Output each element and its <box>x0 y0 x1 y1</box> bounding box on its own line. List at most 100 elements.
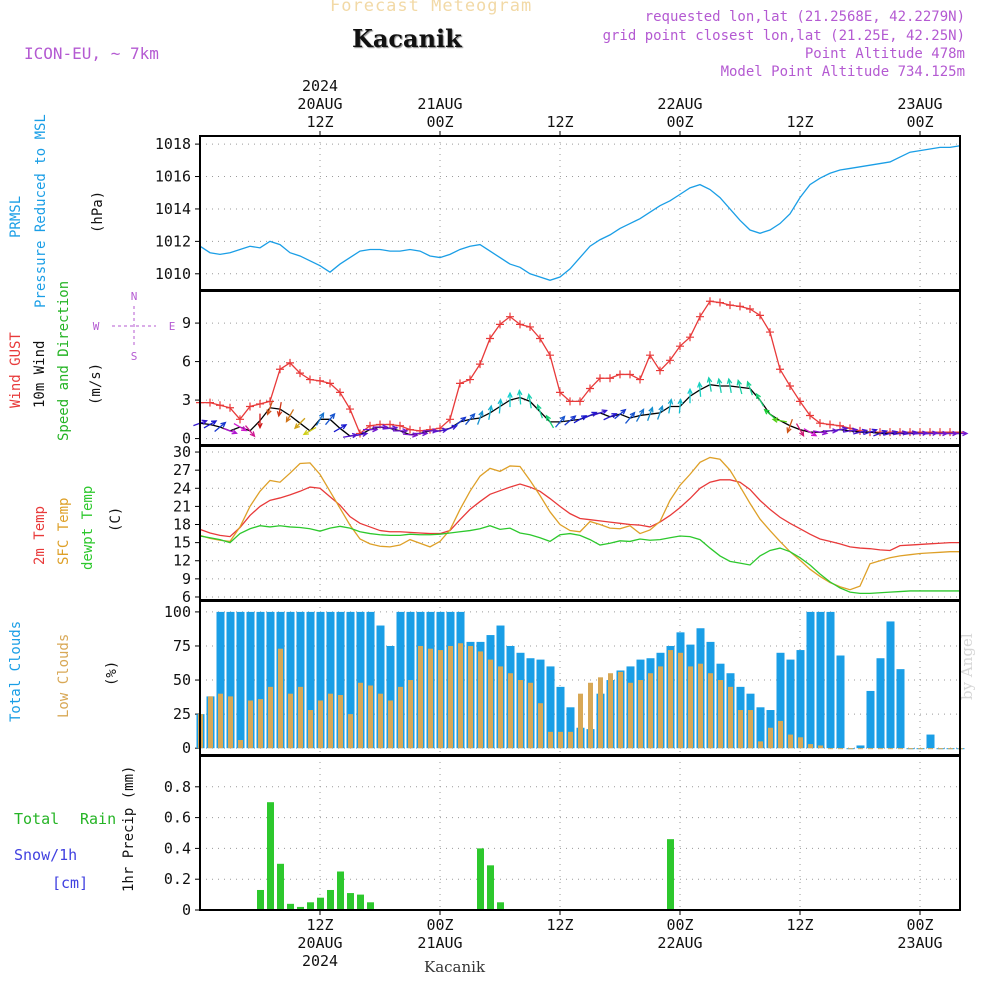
bar <box>297 906 304 910</box>
gust-marker <box>756 311 764 320</box>
wind-arrow <box>726 377 733 393</box>
ytick-label: 100 <box>164 603 191 621</box>
gust-marker <box>616 370 624 379</box>
bar <box>878 748 883 750</box>
wind-arrow <box>593 409 608 416</box>
wind-arrow-shaft <box>214 422 226 433</box>
wind-arrow-head <box>771 417 779 423</box>
wind-arrow-shaft <box>764 409 776 420</box>
gust-marker <box>736 302 744 311</box>
wind-arrow <box>687 387 693 404</box>
bar <box>366 611 375 749</box>
info-line-requested: requested lon,lat (21.2568E, 42.2279N) <box>644 9 965 25</box>
wind-arrow <box>526 393 533 409</box>
wind-arrow-shaft <box>812 430 828 435</box>
time-label-top: 20AUG <box>297 95 342 113</box>
bar <box>386 645 395 749</box>
bar <box>307 902 314 910</box>
wind-arrow <box>603 413 618 421</box>
bar <box>728 686 733 749</box>
gust-marker <box>276 365 284 374</box>
bar <box>748 710 753 749</box>
wind-arrow <box>842 427 859 434</box>
gust-marker <box>776 365 784 374</box>
wind-arrow-head <box>318 411 325 419</box>
bar <box>288 693 293 749</box>
gust-marker <box>236 415 244 424</box>
bar <box>238 740 243 749</box>
ytick-label: 21 <box>173 497 191 515</box>
wind-arrow <box>555 415 566 428</box>
bar <box>668 650 673 749</box>
gust-marker <box>526 322 534 331</box>
wind-arrow <box>853 428 869 435</box>
time-label-top: 12Z <box>786 113 813 131</box>
gust-marker <box>676 342 684 351</box>
gust-marker <box>446 415 454 424</box>
wind-arrow <box>413 430 429 437</box>
gust-marker <box>206 398 214 407</box>
wind-arrow-head <box>276 410 283 418</box>
compass-west: W <box>93 320 100 333</box>
ytick-label: 1014 <box>155 200 191 218</box>
wind-arrow <box>863 428 878 436</box>
wind-arrow <box>545 414 555 429</box>
bar <box>788 734 793 749</box>
wind-arrow-shaft <box>718 378 722 393</box>
bar <box>216 611 225 749</box>
bar <box>667 839 674 910</box>
bar <box>828 748 833 750</box>
gust-marker <box>396 421 404 430</box>
ytick-label: 0 <box>182 430 191 448</box>
bar <box>546 666 555 749</box>
wind-arrow <box>786 418 794 434</box>
bar <box>776 652 785 749</box>
bar <box>357 894 364 910</box>
bar <box>356 611 365 749</box>
bar <box>886 621 895 749</box>
gust-marker <box>246 402 254 411</box>
wind-arrow-head <box>249 431 256 438</box>
panel-frame <box>199 290 961 446</box>
wind-arrow-shaft <box>863 429 877 436</box>
wind-arrow <box>635 408 645 422</box>
gust-marker <box>746 304 754 313</box>
wind-arrow-shaft <box>545 415 555 429</box>
wind-arrow <box>443 424 458 432</box>
gust-marker <box>646 351 654 360</box>
bar <box>566 707 575 749</box>
wind-arrow <box>487 404 494 420</box>
wind-arrow-shaft <box>233 422 247 432</box>
ytick-label: 75 <box>173 637 191 655</box>
bar <box>378 693 383 749</box>
gust-marker <box>516 320 524 329</box>
wind-arrow-head <box>687 387 693 395</box>
bar <box>658 666 663 749</box>
time-label-bottom: 21AUG <box>417 934 462 952</box>
bar <box>458 643 463 749</box>
panel-frame <box>199 445 961 601</box>
wind-arrow-shaft <box>488 405 492 420</box>
wind-arrow-head <box>536 403 542 411</box>
gust-marker <box>326 379 334 388</box>
gust-marker <box>456 379 464 388</box>
wind-arrow <box>266 400 274 416</box>
wind-arrow <box>285 409 295 423</box>
bar <box>588 682 593 749</box>
ytick-label: 27 <box>173 461 191 479</box>
wind-arrow-shaft <box>402 433 418 436</box>
wind-arrow-head <box>861 428 869 435</box>
wind-arrow <box>736 379 743 395</box>
bar <box>858 748 863 750</box>
wind-arrow-shaft <box>465 413 475 426</box>
wind-arrow-head <box>487 404 494 412</box>
wind-arrow-head <box>871 428 878 434</box>
wind-arrow-head <box>611 413 618 419</box>
bar <box>926 734 935 749</box>
wind-arrow-head <box>266 409 272 416</box>
wind-arrow <box>245 425 256 438</box>
wind-arrow <box>746 380 754 396</box>
wind-arrow <box>564 415 577 426</box>
gust-marker <box>896 428 904 437</box>
gust-marker <box>626 370 634 379</box>
